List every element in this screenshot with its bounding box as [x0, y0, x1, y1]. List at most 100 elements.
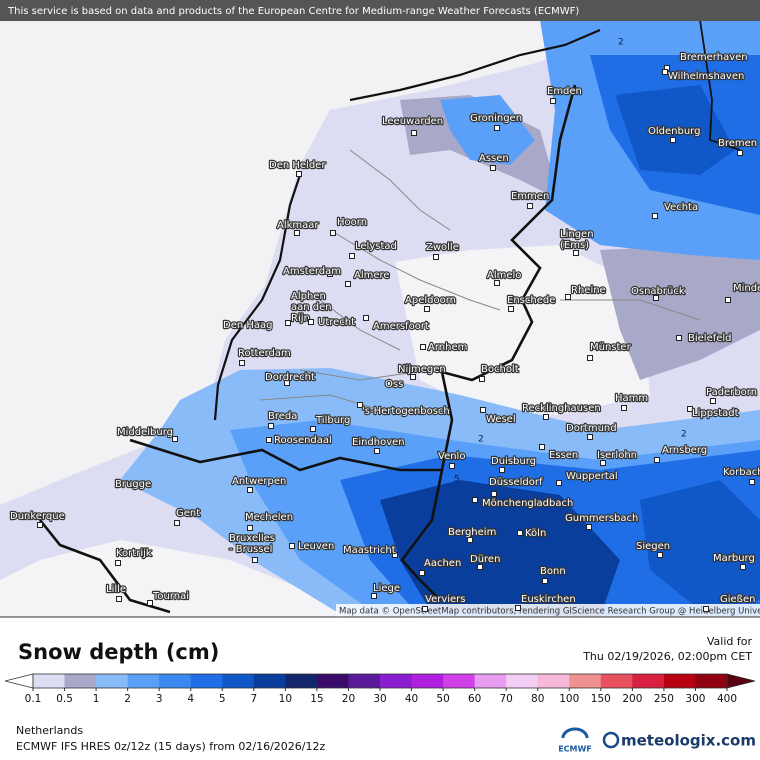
city-label: Utrecht — [318, 317, 355, 328]
ecmwf-logo-text: ECMWF — [558, 745, 592, 754]
city-labels: Bremerhaven Wilhelmshaven Emden Groningen Le… — [9, 51, 760, 612]
city-marker — [268, 423, 274, 429]
colorbar-tick-label: 1 — [93, 693, 100, 705]
city-label: Rheine — [571, 285, 606, 296]
city-marker — [252, 557, 258, 563]
colorbar-tick-label: 400 — [717, 693, 737, 705]
model-info: ECMWF IFS HRES 0z/12z (15 days) from 02/… — [16, 740, 326, 753]
city-marker — [349, 253, 355, 259]
city-label: Bremerhaven — [680, 52, 748, 63]
city-marker — [556, 480, 562, 486]
legend-title: Snow depth (cm) — [18, 640, 219, 664]
valid-time: Thu 02/19/2026, 02:00pm CET — [582, 650, 752, 663]
banner-text: This service is based on data and produc… — [7, 6, 579, 17]
city-marker — [411, 130, 417, 136]
city-label: Aachen — [424, 558, 461, 569]
city-marker — [587, 355, 593, 361]
city-label: Bielefeld — [688, 333, 732, 344]
city-marker — [527, 203, 533, 209]
city-label: Verviers — [425, 594, 466, 605]
colorbar-swatch — [695, 674, 728, 688]
city-label: Liege — [373, 583, 400, 594]
city-label: Emmen — [511, 191, 549, 202]
city-marker — [258, 321, 264, 327]
city-label: Gent — [176, 508, 200, 519]
city-label: Eindhoven — [352, 437, 405, 448]
city-marker — [517, 530, 523, 536]
city-marker — [480, 407, 486, 413]
colorbar-tick-label: 60 — [468, 693, 481, 705]
city-marker — [127, 482, 133, 488]
city-label: Dunkerque — [10, 511, 65, 522]
contour-label: 2 — [618, 38, 624, 48]
city-marker — [703, 606, 709, 612]
city-label: Leeuwarden — [382, 116, 443, 127]
city-marker — [310, 426, 316, 432]
city-marker — [490, 165, 496, 171]
city-marker — [327, 271, 333, 277]
borders — [38, 19, 741, 614]
city-marker — [472, 497, 478, 503]
colorbar-tick-label: 5 — [219, 693, 226, 705]
city-label: Den Haag — [223, 320, 273, 331]
colorbar-tick-label: 100 — [559, 693, 579, 705]
colorbar-tick-label: 7 — [250, 693, 257, 705]
city-label: Leuven — [298, 541, 334, 552]
city-marker — [371, 593, 377, 599]
city-marker — [289, 543, 295, 549]
city-label: Rotterdam — [238, 348, 291, 359]
city-label: Osnabrück — [631, 286, 685, 297]
city-label: Almelo — [487, 270, 521, 281]
colorbar-swatch — [253, 674, 286, 688]
meteologix-logo: meteologix.com — [602, 732, 756, 750]
city-label: Middelburg — [117, 427, 173, 438]
city-label: Siegen — [636, 541, 670, 552]
city-label: Amsterdam — [283, 266, 341, 277]
city-label: Arnhem — [428, 342, 467, 353]
city-label: Euskirchen — [521, 594, 576, 605]
colorbar-tick-label: 200 — [622, 693, 642, 705]
city-marker — [662, 69, 668, 75]
city-marker — [670, 137, 676, 143]
city-marker — [247, 525, 253, 531]
city-marker — [725, 297, 731, 303]
city-marker — [508, 306, 514, 312]
city-marker — [116, 596, 122, 602]
city-label: Mönchengladbach — [482, 498, 573, 509]
colorbar-swatch — [64, 674, 97, 688]
city-label: Recklinghausen — [522, 403, 601, 414]
colorbar-swatch — [348, 674, 381, 688]
colorbar-tick-label: 70 — [499, 693, 512, 705]
city-label: Korbach — [723, 467, 760, 478]
city-label: Köln — [525, 528, 546, 539]
city-marker — [467, 537, 473, 543]
city-marker — [147, 600, 153, 606]
city-label: Emden — [547, 86, 582, 97]
city-label: Maastricht — [343, 545, 396, 556]
city-marker — [543, 414, 549, 420]
valid-label: Valid for — [707, 635, 753, 648]
colorbar-swatch — [537, 674, 570, 688]
colorbar-swatch — [159, 674, 192, 688]
city-marker — [542, 578, 548, 584]
city-marker — [749, 479, 755, 485]
city-label: Antwerpen — [232, 476, 286, 487]
city-label: Essen — [549, 450, 578, 461]
city-label: Lippstadt — [692, 408, 739, 419]
city-label: Amersfoort — [373, 321, 429, 332]
colorbar-swatch — [663, 674, 696, 688]
colorbar-tick-label: 20 — [342, 693, 355, 705]
city-label: Brugge — [115, 479, 151, 490]
city-label: Minden — [733, 283, 760, 294]
colorbar-swatch — [33, 674, 66, 688]
city-marker — [657, 552, 663, 558]
city-label: 's-Hertogenbosch — [362, 406, 450, 417]
city-label: Tilburg — [315, 415, 350, 426]
colorbar-tick-label: 10 — [279, 693, 292, 705]
city-marker — [174, 520, 180, 526]
city-label: aan den — [291, 302, 332, 313]
city-marker — [420, 344, 426, 350]
city-label: Dordrecht — [265, 372, 315, 383]
colorbar-tick-label: 2 — [124, 693, 131, 705]
